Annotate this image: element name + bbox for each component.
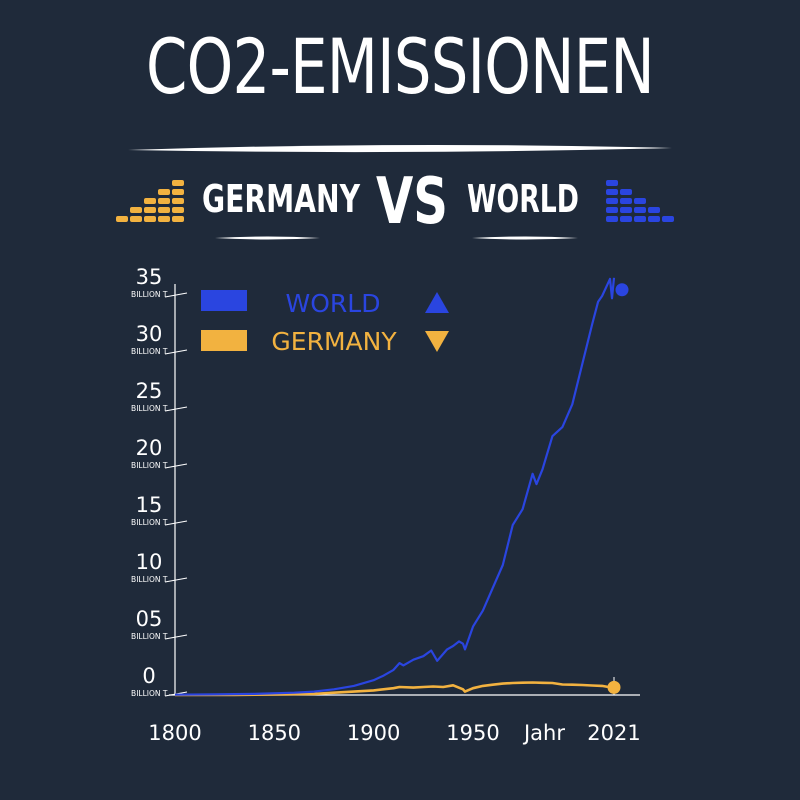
page-title: CO2-EMISSIONEN — [146, 22, 655, 111]
y-tick-mark — [164, 634, 188, 640]
subtitle-vs: VS — [376, 165, 448, 239]
legend-world-triangle-up-icon — [425, 292, 449, 313]
icon-bar-segment — [648, 207, 660, 213]
x-tick-label: Jahr — [522, 721, 565, 745]
icon-bar-segment — [620, 216, 632, 222]
y-tick-label: 35 — [136, 265, 163, 289]
x-tick-label: 1800 — [148, 721, 201, 745]
icon-bar-segment — [634, 207, 646, 213]
y-tick-mark — [164, 577, 188, 583]
icon-bar-segment — [172, 207, 184, 213]
legend-world-swatch — [201, 290, 247, 311]
y-tick-label: 20 — [136, 436, 163, 460]
icon-bar-segment — [130, 207, 142, 213]
title-underline — [128, 144, 672, 153]
icon-bar-segment — [606, 198, 618, 204]
icon-bar-segment — [172, 180, 184, 186]
y-tick-unit: BILLION T. — [131, 689, 169, 698]
legend-germany-label: GERMANY — [271, 327, 397, 356]
y-tick-unit: BILLION T. — [131, 404, 169, 413]
series-world-endpoint — [615, 283, 629, 297]
icon-bar-segment — [620, 189, 632, 195]
y-tick-mark — [164, 349, 188, 355]
y-tick-label: 0 — [142, 664, 155, 688]
series-world-line — [174, 277, 616, 696]
icon-bar-segment — [606, 180, 618, 186]
icon-bar-segment — [606, 189, 618, 195]
x-tick-label: 1950 — [446, 721, 499, 745]
legend-germany-triangle-down-icon — [425, 331, 449, 352]
icon-bar-segment — [158, 189, 170, 195]
y-tick-label: 05 — [136, 607, 163, 631]
icon-bar-segment — [620, 207, 632, 213]
subtitle-world: WORLD — [467, 177, 579, 221]
icon-bar-segment — [158, 216, 170, 222]
series-germany-endpoint — [607, 680, 621, 694]
icon-bar-segment — [144, 216, 156, 222]
icon-bar-segment — [662, 216, 674, 222]
y-tick-unit: BILLION T. — [131, 290, 169, 299]
icon-bar-segment — [634, 198, 646, 204]
y-tick-unit: BILLION T. — [131, 347, 169, 356]
icon-bar-segment — [130, 216, 142, 222]
icon-bar-segment — [158, 207, 170, 213]
y-tick-mark — [164, 463, 188, 469]
subtitle-germany: GERMANY — [202, 177, 360, 221]
x-tick-label: 1900 — [347, 721, 400, 745]
legend-world-label: WORLD — [286, 289, 381, 318]
y-tick-label: 25 — [136, 379, 163, 403]
y-tick-unit: BILLION T. — [131, 518, 169, 527]
icon-bar-segment — [172, 216, 184, 222]
stacked-bars-blue-icon — [606, 180, 674, 222]
x-tick-label: 1850 — [248, 721, 301, 745]
icon-bar-segment — [634, 216, 646, 222]
icon-bar-segment — [606, 216, 618, 222]
icon-bar-segment — [116, 216, 128, 222]
legend-germany-swatch — [201, 330, 247, 351]
x-tick-label: 2021 — [587, 721, 640, 745]
germany-underline — [215, 236, 320, 240]
y-tick-mark — [164, 292, 188, 298]
series-germany-line — [174, 681, 615, 697]
y-tick-unit: BILLION T. — [131, 632, 169, 641]
y-tick-label: 10 — [136, 550, 163, 574]
icon-bar-segment — [606, 207, 618, 213]
y-tick-mark — [164, 406, 188, 412]
y-tick-mark — [164, 520, 188, 526]
icon-bar-segment — [158, 198, 170, 204]
stacked-bars-orange-icon — [116, 180, 184, 222]
icon-bar-segment — [144, 198, 156, 204]
world-underline — [472, 236, 578, 240]
y-tick-label: 15 — [136, 493, 163, 517]
icon-bar-segment — [620, 198, 632, 204]
legend: WORLD GERMANY — [201, 289, 449, 356]
y-tick-unit: BILLION T. — [131, 461, 169, 470]
icon-bar-segment — [144, 207, 156, 213]
icon-bar-segment — [172, 198, 184, 204]
x-axis: 1800 1850 1900 1950 Jahr 2021 — [148, 677, 641, 745]
icon-bar-segment — [648, 216, 660, 222]
y-tick-label: 30 — [136, 322, 163, 346]
icon-bar-segment — [172, 189, 184, 195]
y-tick-unit: BILLION T. — [131, 575, 169, 584]
